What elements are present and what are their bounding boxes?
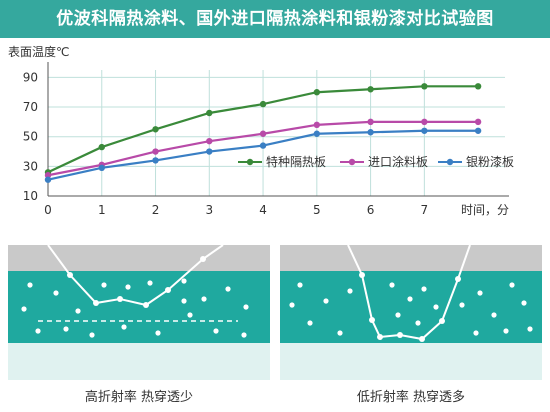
x-tick-label: 2 [152, 203, 160, 217]
particle-dot [407, 296, 413, 302]
data-point [421, 118, 428, 126]
particle-dot [503, 328, 509, 334]
data-point [259, 142, 267, 149]
legend-marker [246, 158, 254, 166]
data-point [367, 118, 374, 126]
particle-dot [395, 312, 401, 318]
data-point [152, 157, 159, 164]
particle-dot [527, 326, 533, 332]
data-point [98, 164, 105, 172]
legend-marker [446, 158, 454, 166]
right-caption: 低折射率 热穿透多 [356, 390, 466, 405]
x-tick-label: 4 [259, 203, 267, 217]
y-tick-label: 10 [23, 189, 38, 203]
particle-dot [389, 282, 395, 288]
particle-dot [75, 308, 81, 314]
data-point [44, 172, 52, 179]
data-point [206, 148, 213, 155]
data-point [313, 89, 321, 96]
particle-dot [473, 330, 479, 336]
particle-dot [101, 282, 107, 288]
data-point [474, 127, 482, 134]
particle-dot [201, 296, 207, 302]
particle-dot [121, 324, 127, 330]
x-tick-label: 7 [421, 203, 429, 217]
particle-dot [35, 328, 41, 334]
particle-dot [147, 280, 153, 286]
particle-dot [433, 304, 439, 310]
data-point [44, 176, 52, 183]
y-tick-label: 70 [23, 100, 38, 114]
particle-dot [181, 298, 187, 304]
particle-dot [347, 288, 353, 294]
particle-dot [243, 304, 249, 310]
left-caption: 高折射率 热穿透少 [84, 390, 194, 405]
particle-dot [225, 286, 231, 292]
legend-label: 银粉漆板 [466, 155, 514, 169]
low-refraction-illustration [280, 245, 542, 380]
legend-label: 进口涂料板 [368, 154, 428, 169]
chart-title: 优波科隔热涂料、国外进口隔热涂料和银粉漆对比试验图 [56, 9, 494, 29]
y-tick-label: 30 [23, 159, 38, 173]
particle-dot [27, 282, 33, 288]
particle-dot [213, 328, 219, 334]
high-refraction-illustration [8, 245, 270, 380]
data-point [313, 121, 321, 129]
data-point [259, 130, 267, 137]
data-point [421, 127, 428, 134]
particle-dot [297, 282, 303, 288]
particle-dot [421, 286, 427, 292]
particle-dot [509, 282, 515, 288]
particle-dot [323, 298, 329, 304]
data-point [259, 100, 267, 108]
x-tick-label: 5 [313, 203, 321, 217]
data-point [367, 86, 374, 93]
data-point [152, 148, 159, 155]
particle-dot [187, 312, 193, 318]
particle-dot [21, 306, 27, 312]
legend-marker [348, 158, 356, 166]
particle-dot [155, 330, 161, 336]
data-point [206, 137, 213, 145]
x-axis-label: 时间，分 [461, 203, 509, 217]
line-chart: 10 30 50 70 90 0 1 2 3 4 5 6 7 表面温度℃ 时间，分 特种隔热板 进口涂料板 银粉漆… [8, 44, 514, 217]
x-tick-label: 6 [367, 203, 375, 217]
x-tick-label: 1 [98, 203, 106, 217]
particle-dot [125, 284, 131, 290]
particle-dot [477, 290, 483, 296]
particle-dot [53, 290, 59, 296]
particle-dot [63, 326, 69, 332]
particle-dot [415, 320, 421, 326]
data-point [206, 109, 213, 117]
particle-dot [491, 312, 497, 318]
legend-label: 特种隔热板 [266, 154, 326, 169]
particle-dot [289, 302, 295, 308]
particle-dot [241, 332, 247, 338]
particle-dot [307, 320, 313, 326]
data-point [421, 83, 428, 90]
y-axis-label: 表面温度℃ [8, 44, 69, 59]
particle-dot [181, 278, 187, 284]
particle-dot [89, 332, 95, 338]
title-bar: 优波科隔热涂料、国外进口隔热涂料和银粉漆对比试验图 [0, 0, 550, 38]
data-point [98, 143, 105, 151]
particle-dot [521, 300, 527, 306]
particle-dot [459, 302, 465, 308]
x-tick-label: 0 [44, 203, 52, 217]
data-point [474, 83, 482, 90]
data-point [313, 130, 321, 137]
x-tick-label: 3 [205, 203, 213, 217]
data-point [152, 126, 159, 133]
data-point [367, 129, 374, 136]
particle-dot [337, 330, 343, 336]
y-tick-label: 90 [23, 70, 38, 84]
y-tick-label: 50 [23, 130, 38, 144]
data-point [474, 118, 482, 126]
